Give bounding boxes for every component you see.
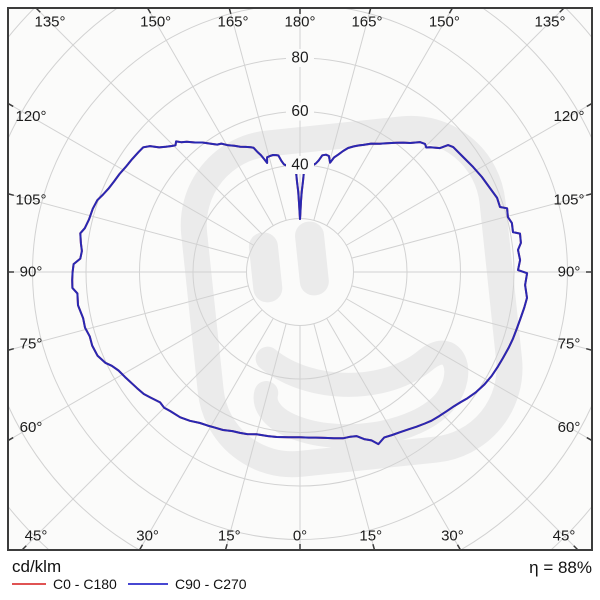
angle-tick-label: 75° [20,336,43,353]
angle-tick-label: 60° [558,419,581,436]
angle-tick-label: 135° [534,14,565,31]
angle-tick [7,347,14,351]
blue-line-swatch [128,582,168,586]
angle-tick-label: 150° [429,14,460,31]
legend-label-c0-c180: C0 - C180 [53,576,117,592]
angle-tick [138,544,144,551]
angle-tick-label: 150° [140,14,171,31]
angle-tick-label: 45° [553,528,576,545]
angle-tick-label: 120° [553,108,584,125]
angle-tick [559,7,565,13]
angle-tick-label: 60° [20,419,43,436]
legend-item-c0-c180: C0 - C180 [12,576,117,592]
angle-tick-label: 105° [553,191,584,208]
angle-tick [21,545,27,551]
radial-label-mask [286,49,314,67]
angle-tick-label: 165° [217,14,248,31]
angle-tick [35,7,41,13]
angle-tick-label: 90° [20,264,43,281]
angle-tick [456,544,462,551]
angle-tick [368,7,372,14]
angle-tick-label: 15° [218,528,241,545]
watermark-logo [180,115,523,478]
curve-c90-c270 [71,140,529,446]
angle-tick [224,544,228,551]
angle-tick-label: 120° [15,108,46,125]
angle-tick [7,102,14,108]
legend-item-c90-c270: C90 - C270 [128,576,247,592]
radial-tick-label: 80 [291,50,309,67]
angle-tick [7,436,14,442]
unit-label: cd/klm [12,557,62,576]
angle-tick-label: 165° [351,14,382,31]
angle-tick-label: 180° [284,14,315,31]
angle-tick [586,193,593,197]
angle-tick [7,193,14,197]
angle-tick [228,7,232,14]
angle-tick [146,7,152,14]
angle-tick-label: 15° [359,528,382,545]
efficiency-label: η = 88% [529,558,592,577]
angle-tick-label: 45° [25,528,48,545]
angle-tick [573,545,579,551]
angle-tick-label: 105° [15,191,46,208]
radial-tick-label: 60 [291,103,309,120]
angle-tick-label: 0° [293,528,307,545]
angle-tick [586,102,593,108]
angle-tick-label: 30° [136,528,159,545]
angle-tick [372,544,376,551]
angle-tick-label: 30° [441,528,464,545]
radial-label-mask [286,156,314,174]
angle-tick [448,7,454,14]
angle-tick-label: 135° [34,14,65,31]
red-line-swatch [12,582,46,586]
angle-tick-label: 75° [558,336,581,353]
legend-label-c90-c270: C90 - C270 [175,576,247,592]
radial-label-mask [286,102,314,121]
angle-tick [586,347,593,351]
radial-tick-label: 40 [291,157,309,174]
angle-tick-label: 90° [558,264,581,281]
angle-tick [586,436,593,442]
